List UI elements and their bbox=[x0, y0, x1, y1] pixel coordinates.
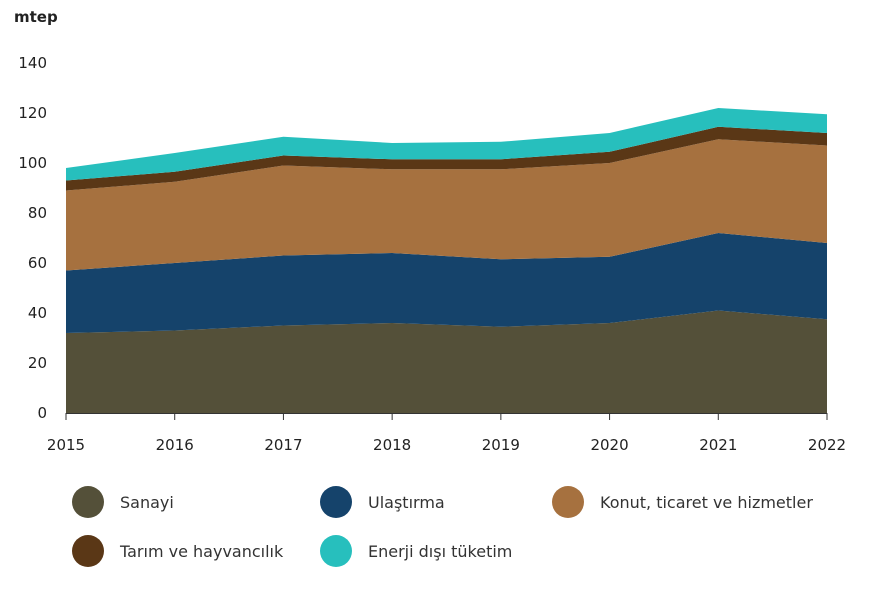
area-series-2 bbox=[66, 139, 827, 271]
y-tick-label: 80 bbox=[28, 204, 47, 222]
x-tick-label: 2021 bbox=[699, 436, 737, 454]
x-tick-label: 2019 bbox=[482, 436, 520, 454]
x-tick-label: 2022 bbox=[808, 436, 846, 454]
x-tick-label: 2018 bbox=[373, 436, 411, 454]
axes: 2015 2016 2017 2018 2019 2020 2021 2022 0 20 40 60 8… bbox=[18, 54, 846, 454]
y-tick-label: 40 bbox=[28, 304, 47, 322]
y-tick-label: 140 bbox=[18, 54, 47, 72]
x-tick-label: 2020 bbox=[590, 436, 628, 454]
y-axis-unit-label: mtep bbox=[14, 8, 58, 26]
area-series-1 bbox=[66, 233, 827, 333]
y-tick-label: 100 bbox=[18, 154, 47, 172]
y-tick-label: 120 bbox=[18, 104, 47, 122]
area-series-0 bbox=[66, 310, 827, 413]
y-tick-label: 20 bbox=[28, 354, 47, 372]
area-series-3 bbox=[66, 126, 827, 191]
area-series-4 bbox=[66, 108, 827, 181]
y-tick-label: 60 bbox=[28, 254, 47, 272]
x-tick-label: 2017 bbox=[264, 436, 302, 454]
y-tick-label: 0 bbox=[37, 404, 47, 422]
x-tick-label: 2016 bbox=[156, 436, 194, 454]
x-tick-label: 2015 bbox=[47, 436, 85, 454]
area-layers bbox=[66, 108, 827, 413]
